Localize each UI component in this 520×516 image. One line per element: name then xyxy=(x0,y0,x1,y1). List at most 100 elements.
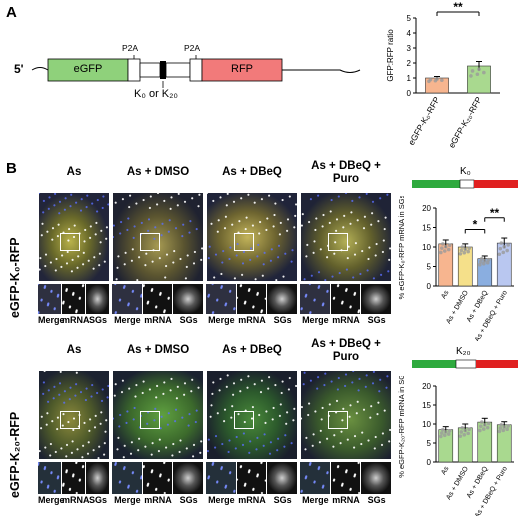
data-point xyxy=(459,430,464,434)
subpanel-mrna-r1-c1 xyxy=(62,284,85,314)
data-point xyxy=(443,244,448,249)
y-axis-label: GFP:RFP ratio xyxy=(386,29,395,82)
y-tick-label: 15 xyxy=(422,401,431,410)
data-point xyxy=(481,261,486,266)
data-point xyxy=(428,77,433,82)
significance-label: ** xyxy=(453,0,463,14)
data-point xyxy=(479,259,483,264)
cond-row1-dmso: As + DMSO xyxy=(126,166,190,178)
gfp-rfp-ratio-chart: 0 1 2 3 4 5 GFP:RFP ratio eGFP-K₀-RFP eGFP-K₂₀-R… xyxy=(386,0,500,150)
lysine-insert-box xyxy=(160,61,166,79)
data-point xyxy=(439,434,443,439)
data-point xyxy=(441,427,445,432)
category-label: eGFP-K₂₀-RFP xyxy=(446,95,484,150)
subpanel-sgs-r2-c1 xyxy=(86,462,109,494)
data-point xyxy=(475,72,480,77)
data-point xyxy=(497,252,502,257)
subpanel-sgs-r2-c3 xyxy=(267,462,297,494)
data-point xyxy=(480,256,484,261)
subpanel-mrna-r2-c3 xyxy=(236,462,267,494)
subpanel-merge-r2-c1 xyxy=(38,462,61,494)
sublabel-merge: Merge xyxy=(302,495,329,505)
y-tick-label: 5 xyxy=(427,263,432,272)
sublabel-mrna: mRNA xyxy=(332,315,360,325)
zoom-region-box xyxy=(327,232,348,251)
subpanel-sgs-r1-c3 xyxy=(267,284,297,314)
sublabel-merge: Merge xyxy=(114,315,141,325)
sublabel-sgs: SGs xyxy=(367,315,386,325)
y-tick-label: 10 xyxy=(422,243,431,252)
sublabel-sgs: SGs xyxy=(88,315,107,325)
data-point xyxy=(480,420,484,424)
data-point xyxy=(499,241,504,245)
data-point xyxy=(506,243,510,247)
data-point xyxy=(439,250,443,255)
sublabel-mrna: mRNA xyxy=(62,495,90,505)
category-label: As xyxy=(440,465,450,476)
sublabel-sgs: SGs xyxy=(367,495,386,505)
data-point xyxy=(435,77,439,81)
data-point xyxy=(505,427,509,432)
data-point xyxy=(502,425,507,429)
y-tick-label: 15 xyxy=(422,224,431,233)
subpanel-mrna-r1-c2 xyxy=(142,284,173,314)
cond-row2-dbeq-puro: As + DBeQ + Puro xyxy=(311,338,381,363)
sublabel-sgs: SGs xyxy=(273,495,292,505)
sublabel-sgs: SGs xyxy=(179,315,198,325)
data-point xyxy=(440,78,444,82)
data-point xyxy=(498,426,503,430)
data-point xyxy=(446,247,451,252)
micrograph-r2-c2 xyxy=(112,370,204,460)
data-point xyxy=(505,248,509,253)
sublabel-mrna: mRNA xyxy=(144,495,172,505)
data-point xyxy=(486,257,491,262)
data-point xyxy=(469,74,473,78)
subpanel-merge-r2-c4 xyxy=(300,462,330,494)
data-point xyxy=(463,428,468,433)
data-point xyxy=(446,432,451,436)
data-point xyxy=(497,429,502,434)
zoom-region-box xyxy=(233,232,254,251)
y-tick-label: 0 xyxy=(407,89,412,98)
y-tick-label: 5 xyxy=(407,14,412,23)
data-point xyxy=(447,429,452,433)
subpanel-merge-r1-c3 xyxy=(206,284,236,314)
zoom-region-box xyxy=(139,232,160,251)
linker-box-1 xyxy=(139,62,161,78)
data-point xyxy=(482,258,487,263)
egfp-label: eGFP xyxy=(73,63,103,75)
y-tick-label: 2 xyxy=(407,59,412,68)
subpanel-sgs-r2-c4 xyxy=(361,462,391,494)
y-tick-label: 5 xyxy=(427,439,432,448)
data-point xyxy=(499,422,504,427)
rfp-box xyxy=(201,58,283,82)
data-point xyxy=(482,70,486,75)
sig-label-1: * xyxy=(473,217,478,231)
data-point xyxy=(501,250,506,255)
micrograph-r1-c3 xyxy=(206,192,298,282)
cond-row2-as: As xyxy=(66,344,82,356)
y-axis-label: % eGFP-K₂₀-RFP mRNA in SGs xyxy=(397,376,406,478)
data-point xyxy=(440,246,444,250)
data-point xyxy=(485,425,490,430)
zoom-region-box xyxy=(233,410,254,429)
cond-row1-dbeq: As + DBeQ xyxy=(222,166,282,178)
subpanel-sgs-r1-c2 xyxy=(173,284,203,314)
cond-row1-dbeq-puro: As + DBeQ + Puro xyxy=(311,160,381,185)
data-point xyxy=(440,431,444,435)
micrograph-r1-c4 xyxy=(300,192,392,282)
y-axis-label: % eGFP-K₀-RFP mRNA in SGs xyxy=(397,196,406,299)
data-point xyxy=(441,242,445,246)
data-point xyxy=(462,432,467,437)
sig-label-2: ** xyxy=(490,206,500,220)
sublabel-sgs: SGs xyxy=(273,315,292,325)
construct-diagram xyxy=(31,55,361,88)
data-point xyxy=(458,252,463,256)
sublabel-sgs: SGs xyxy=(88,495,107,505)
k20-bar-label: K₂₀ xyxy=(456,346,471,357)
data-point xyxy=(477,67,481,72)
micrograph-r2-c4 xyxy=(300,370,392,460)
y-tick-label: 0 xyxy=(427,282,432,291)
subpanel-merge-r1-c1 xyxy=(38,284,61,314)
